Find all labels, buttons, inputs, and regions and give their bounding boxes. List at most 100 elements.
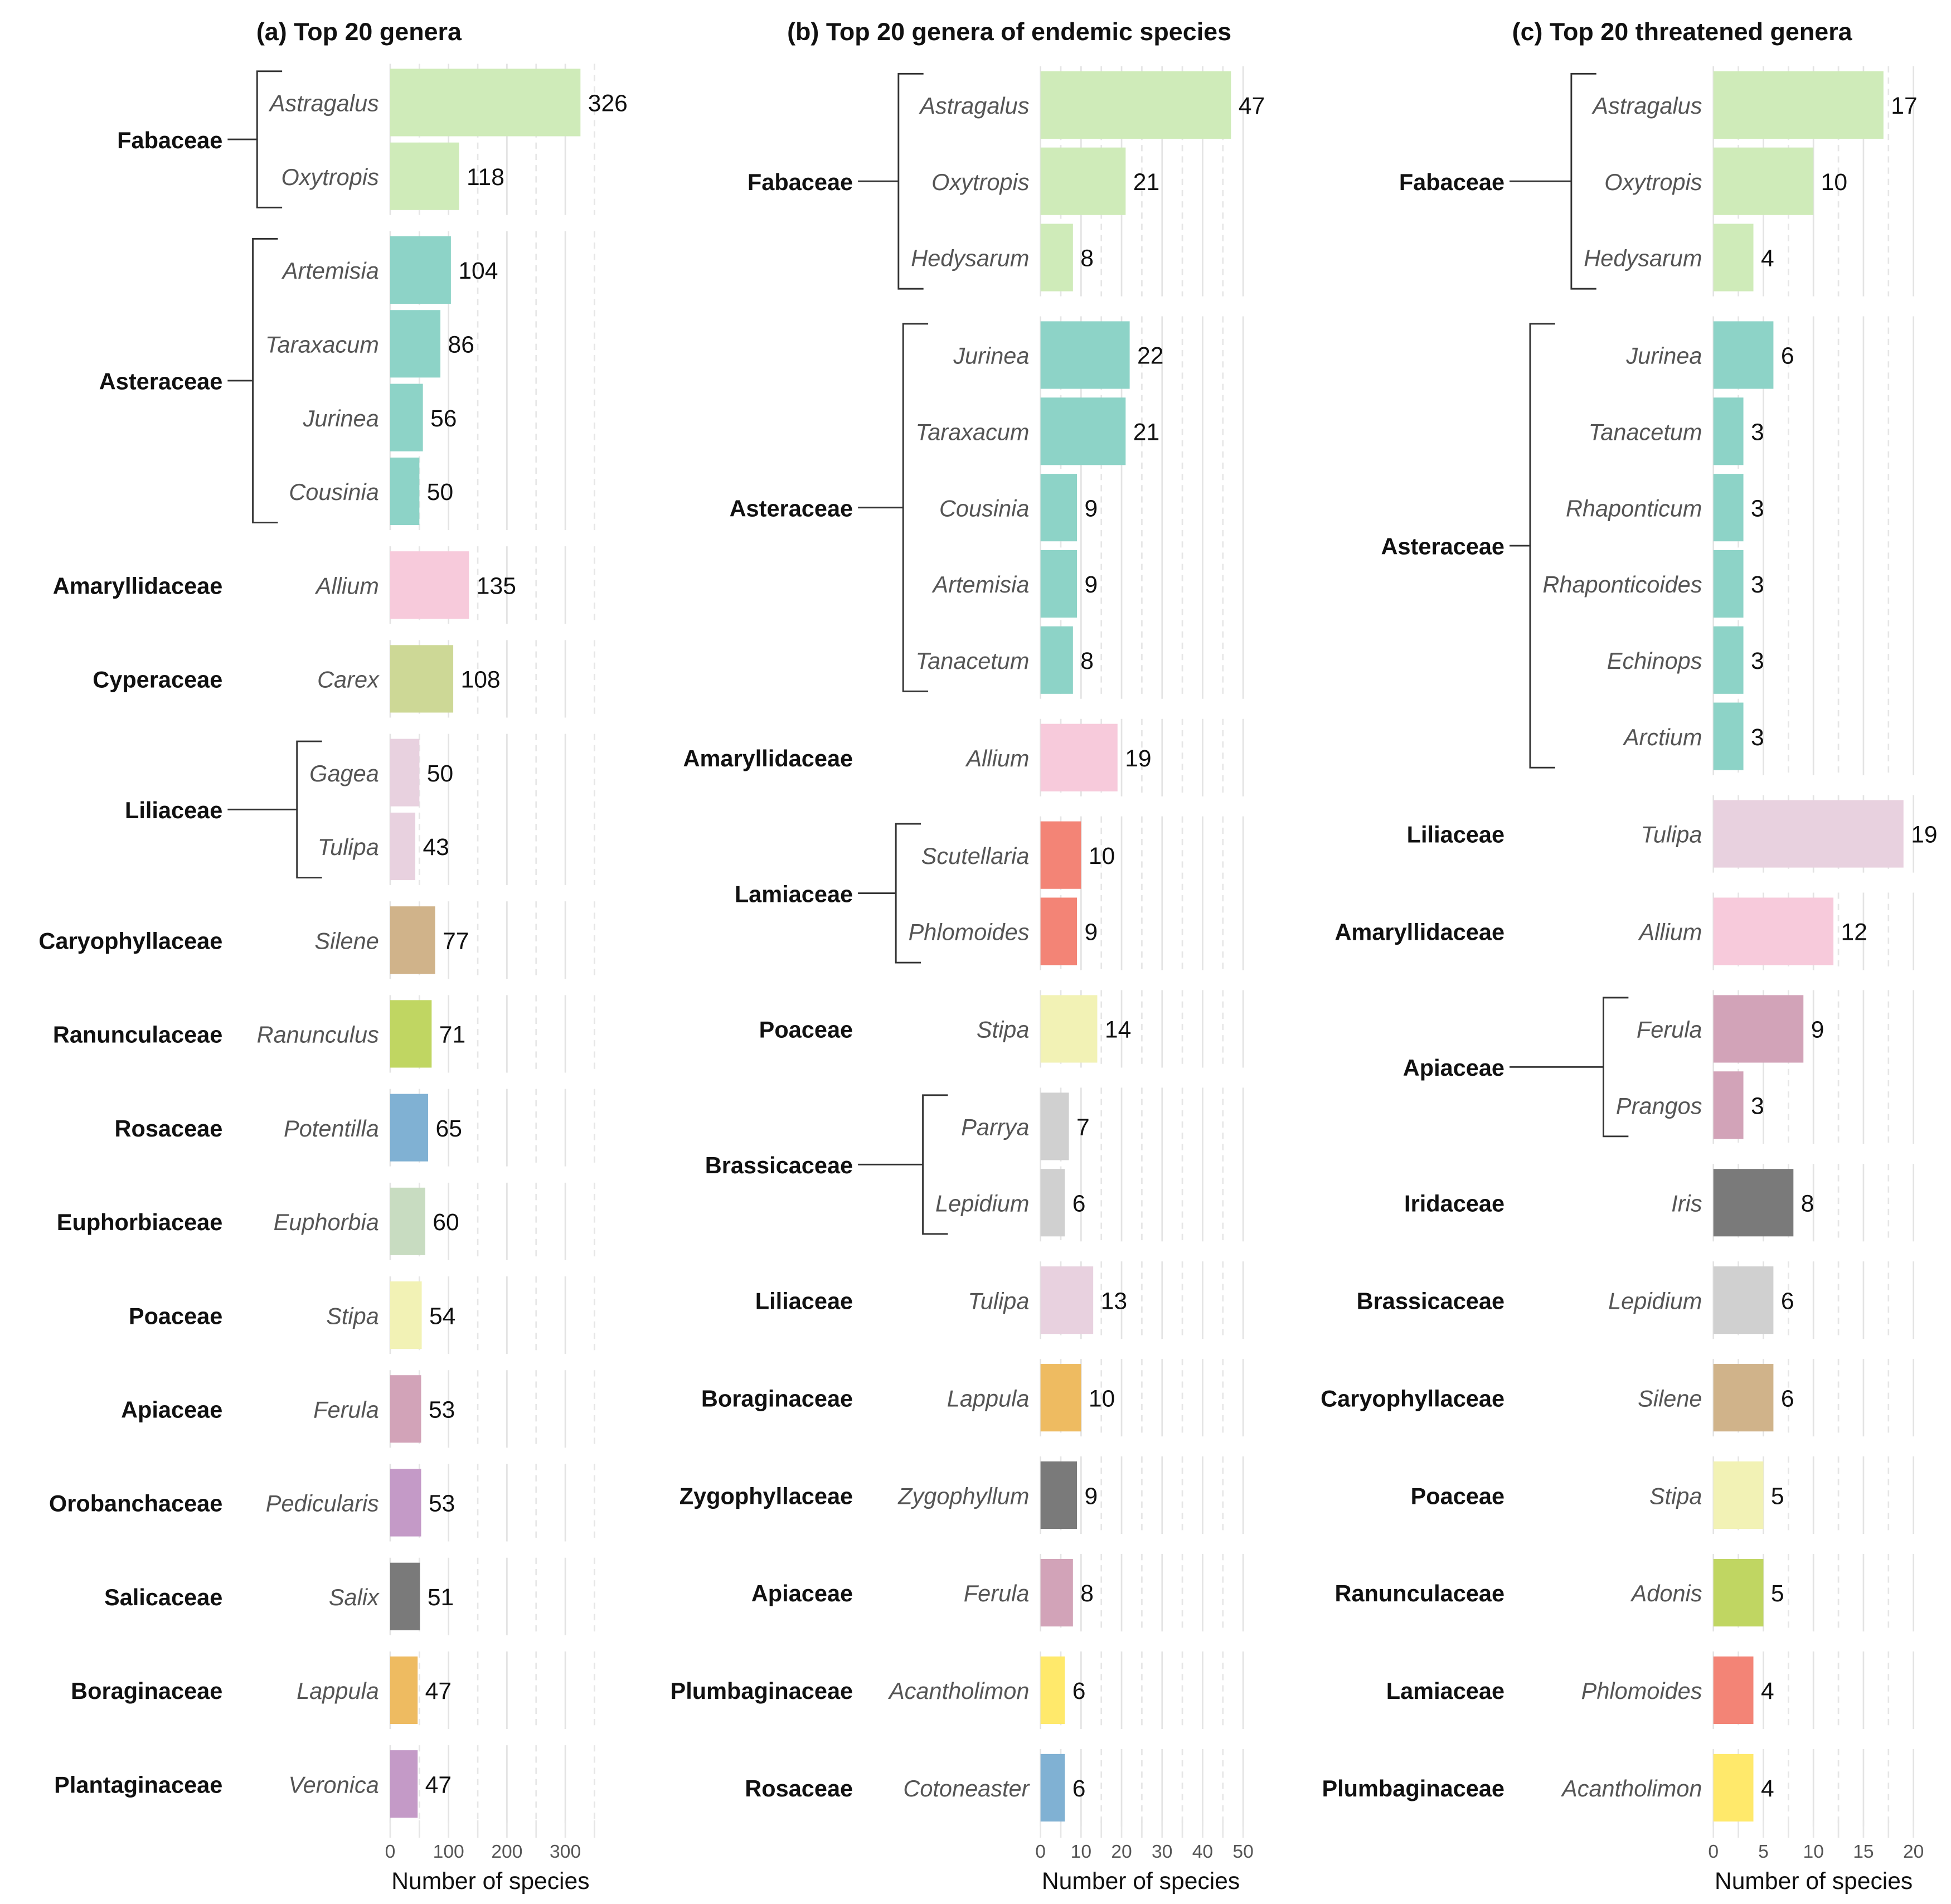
panel-title: (b) Top 20 genera of endemic species — [787, 17, 1231, 46]
bar-gagea — [390, 739, 420, 807]
value-label: 3 — [1751, 724, 1764, 751]
value-label: 6 — [1781, 343, 1794, 370]
bar-arctium — [1713, 702, 1744, 770]
genus-label: Silene — [314, 927, 378, 954]
x-tick-label: 0 — [1035, 1842, 1046, 1862]
bar-artemisia — [390, 236, 451, 304]
x-tick-label: 0 — [385, 1842, 396, 1862]
family-label: Liliaceae — [755, 1288, 853, 1314]
value-label: 9 — [1085, 571, 1098, 598]
panel-title: (a) Top 20 genera — [256, 17, 462, 46]
value-label: 10 — [1821, 169, 1847, 196]
family-label: Brassicaceae — [1357, 1288, 1504, 1314]
value-label: 17 — [1891, 93, 1917, 119]
value-label: 50 — [427, 479, 453, 506]
family-label: Boraginaceae — [701, 1385, 853, 1411]
bar-rhaponticum — [1713, 474, 1744, 542]
value-label: 6 — [1072, 1190, 1086, 1217]
family-label: Ranunculaceae — [1335, 1580, 1505, 1606]
value-label: 8 — [1080, 245, 1094, 272]
family-label: Ranunculaceae — [53, 1022, 223, 1048]
genus-label: Astragalus — [268, 90, 379, 116]
value-label: 4 — [1761, 245, 1774, 272]
genus-label: Ferula — [313, 1397, 379, 1423]
bracket — [252, 237, 278, 524]
genus-label: Iris — [1671, 1190, 1702, 1216]
bar-acantholimon — [1040, 1656, 1065, 1725]
value-label: 22 — [1137, 343, 1163, 370]
value-label: 21 — [1133, 169, 1159, 196]
value-label: 47 — [1239, 93, 1265, 119]
family-label: Rosaceae — [115, 1115, 223, 1142]
bar-hedysarum — [1713, 224, 1754, 292]
genus-label: Lappula — [947, 1385, 1030, 1411]
family-label: Amaryllidaceae — [683, 745, 853, 771]
value-label: 5 — [1771, 1580, 1784, 1607]
family-label: Rosaceae — [745, 1775, 853, 1801]
bar-tulipa — [1040, 1266, 1094, 1334]
genus-label: Ferula — [964, 1580, 1030, 1606]
family-label: Poaceae — [759, 1017, 853, 1043]
value-label: 65 — [436, 1115, 462, 1142]
bar-taraxacum — [390, 310, 441, 378]
genus-label: Acantholimon — [887, 1678, 1029, 1704]
family-label: Caryophyllaceae — [1321, 1385, 1504, 1411]
family-label: Amaryllidaceae — [53, 572, 223, 599]
value-label: 10 — [1089, 843, 1115, 870]
family-label: Fabaceae — [117, 127, 222, 153]
bar-stipa — [1713, 1461, 1764, 1529]
genus-label: Cousinia — [289, 479, 379, 505]
bar-jurinea — [1040, 321, 1130, 389]
bar-astragalus — [1040, 71, 1231, 139]
genus-label: Rhaponticoides — [1542, 571, 1702, 598]
bars — [390, 69, 581, 1818]
family-label: Apiaceae — [121, 1397, 222, 1423]
bar-scutellaria — [1040, 821, 1081, 889]
genus-label: Oxytropis — [1604, 169, 1702, 195]
bar-tulipa — [1713, 800, 1904, 868]
family-label: Boraginaceae — [71, 1678, 222, 1704]
genus-label: Tulipa — [1641, 822, 1702, 848]
bars — [1713, 71, 1904, 1822]
bar-lappula — [390, 1656, 418, 1725]
genus-label: Cousinia — [939, 495, 1030, 521]
bar-oxytropis — [1713, 147, 1814, 215]
value-label: 86 — [448, 332, 474, 358]
bar-prangos — [1713, 1071, 1744, 1139]
value-label: 8 — [1080, 648, 1094, 674]
bar-iris — [1713, 1169, 1794, 1237]
genus-label: Phlomoides — [909, 919, 1030, 945]
bar-lappula — [1040, 1364, 1081, 1432]
bracket — [902, 323, 929, 692]
value-label: 21 — [1133, 419, 1159, 446]
value-label: 77 — [443, 927, 469, 954]
genus-label: Jurinea — [1625, 343, 1702, 369]
bar-silene — [1713, 1364, 1774, 1432]
bar-cotoneaster — [1040, 1754, 1065, 1822]
genus-label: Pedicularis — [266, 1490, 379, 1517]
value-label: 10 — [1089, 1385, 1115, 1412]
bar-zygophyllum — [1040, 1461, 1078, 1529]
family-label: Liliaceae — [1407, 822, 1504, 848]
genus-label: Hedysarum — [1584, 245, 1702, 271]
bar-potentilla — [390, 1094, 429, 1162]
bar-stipa — [1040, 995, 1098, 1063]
x-tick-label: 300 — [550, 1842, 581, 1862]
bars — [1040, 71, 1231, 1822]
genus-label: Prangos — [1616, 1092, 1702, 1119]
bar-allium — [1040, 723, 1118, 791]
family-label: Iridaceae — [1404, 1190, 1504, 1216]
value-label: 9 — [1085, 1483, 1098, 1509]
family-label: Cyperaceae — [93, 667, 222, 693]
genus-label: Stipa — [977, 1017, 1030, 1043]
x-tick-label: 20 — [1903, 1842, 1924, 1862]
bar-parrya — [1040, 1092, 1069, 1160]
genus-label: Salix — [329, 1584, 380, 1610]
genus-label: Ferula — [1637, 1017, 1702, 1043]
bar-taraxacum — [1040, 397, 1126, 465]
value-label: 53 — [429, 1397, 455, 1424]
value-label: 3 — [1751, 419, 1764, 446]
family-label: Amaryllidaceae — [1334, 919, 1504, 945]
x-tick-label: 100 — [433, 1842, 464, 1862]
